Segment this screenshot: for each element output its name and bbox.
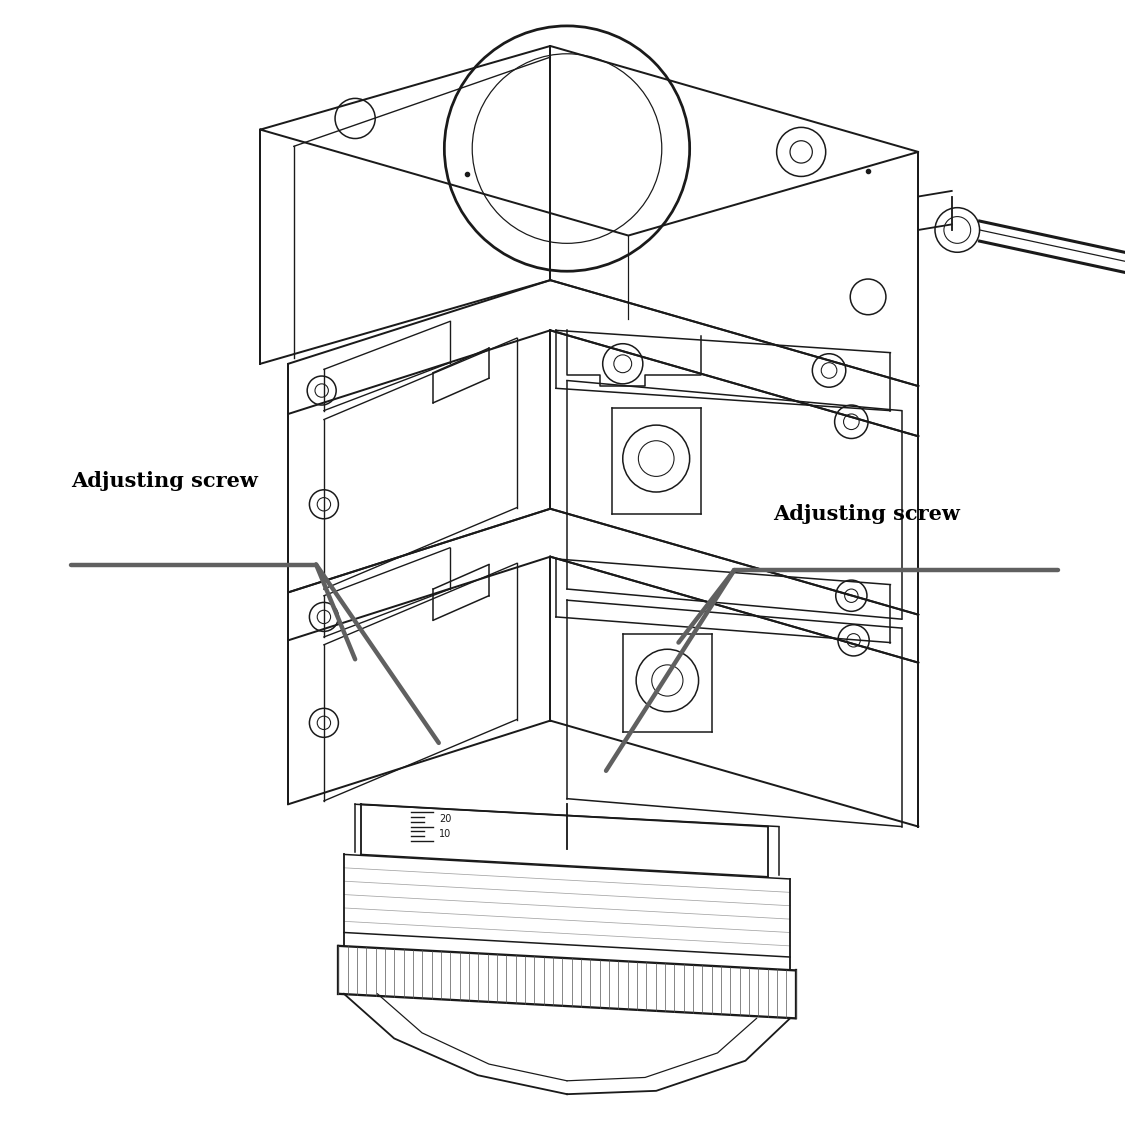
Text: 20: 20 [439, 814, 451, 824]
Text: Adjusting screw: Adjusting screw [70, 471, 257, 491]
Text: 10: 10 [439, 830, 451, 839]
Text: Adjusting screw: Adjusting screw [773, 505, 960, 524]
